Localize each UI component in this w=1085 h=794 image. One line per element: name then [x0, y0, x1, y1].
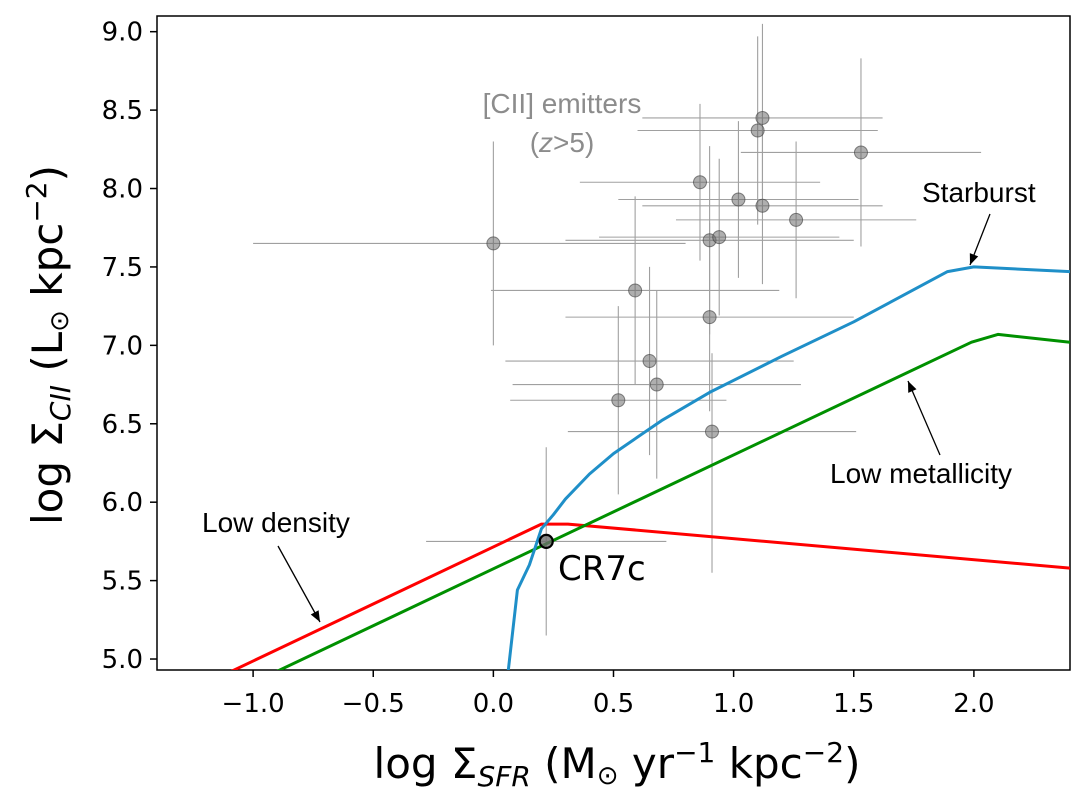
- series-line-low-density: [230, 522, 1070, 670]
- emitter-point: [750, 123, 765, 138]
- arrowhead: [908, 381, 917, 393]
- y-tick-label: 9.0: [102, 18, 143, 48]
- x-tick-label: −1.0: [222, 689, 285, 719]
- x-tick-label: 0.0: [473, 689, 514, 719]
- x-tick-label: 0.5: [593, 689, 634, 719]
- y-tick-label: 6.5: [102, 410, 143, 440]
- arrow-low-metallicity: [907, 380, 941, 456]
- x-axis-ticks: −1.0 −0.5 0.0 0.5 1.0 1.5 2.0: [222, 670, 995, 719]
- emitter-point: [789, 212, 804, 227]
- y-tick-label: 5.5: [102, 567, 143, 597]
- emitter-point: [853, 145, 868, 160]
- x-tick-label: 2.0: [953, 689, 994, 719]
- y-axis-title: log ΣCII (L⊙ kpc−2): [20, 165, 77, 525]
- emitter-point: [755, 198, 770, 213]
- cr7c-point: [538, 533, 554, 549]
- emitters-label-line2: (z>5): [530, 127, 595, 158]
- y-tick-label: 8.5: [102, 96, 143, 126]
- annotation-low-metallicity: Low metallicity: [830, 458, 1012, 489]
- emitter-point: [486, 236, 501, 251]
- y-tick-label: 8.0: [102, 175, 143, 205]
- series-line-starburst: [506, 265, 1070, 670]
- annotation-low-density: Low density: [202, 507, 350, 538]
- arrow-low-density: [277, 545, 321, 623]
- model-lines-group: [230, 265, 1070, 670]
- annotation-starburst: Starburst: [922, 177, 1036, 208]
- y-axis-ticks: 5.0 5.5 6.0 6.5 7.0 7.5 8.0 8.5 9.0: [102, 18, 157, 675]
- emitter-point: [712, 230, 727, 245]
- emitters-label-line1: [CII] emitters: [483, 88, 642, 119]
- emitter-point: [628, 283, 643, 298]
- emitter-point: [755, 110, 770, 125]
- emitter-point: [705, 424, 720, 439]
- x-tick-label: −0.5: [342, 689, 405, 719]
- arrowhead: [310, 610, 320, 622]
- emitter-point: [649, 377, 664, 392]
- y-tick-label: 7.0: [102, 331, 143, 361]
- emitter-point: [692, 175, 707, 190]
- cr7c-label: CR7c: [558, 549, 646, 589]
- emitter-points-group: [486, 110, 868, 549]
- arrowhead: [969, 253, 979, 265]
- y-tick-label: 7.5: [102, 253, 143, 283]
- x-tick-label: 1.5: [833, 689, 874, 719]
- emitter-point: [731, 192, 746, 207]
- x-tick-label: 1.0: [713, 689, 754, 719]
- x-axis-title: log ΣSFR (M⊙ yr−1 kpc−2): [374, 736, 861, 793]
- series-line-low-metallicity: [276, 332, 1070, 670]
- y-tick-label: 5.0: [102, 645, 143, 675]
- emitter-point: [702, 310, 717, 325]
- y-tick-label: 6.0: [102, 488, 143, 518]
- emitter-point: [611, 393, 626, 408]
- emitter-point: [642, 354, 657, 369]
- arrowheads: [310, 253, 979, 622]
